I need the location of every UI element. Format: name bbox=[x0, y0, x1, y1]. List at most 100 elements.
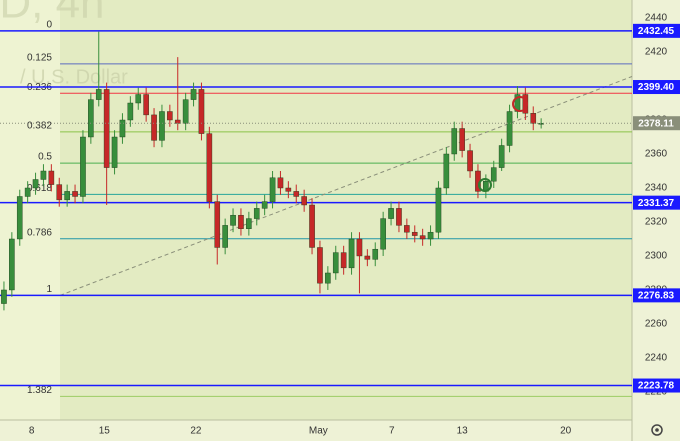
candle-body bbox=[467, 150, 473, 172]
candle-body bbox=[388, 208, 394, 219]
price-tag-label: 2223.78 bbox=[638, 381, 675, 392]
candle-body bbox=[151, 114, 157, 141]
plot-bg bbox=[0, 0, 632, 420]
price-tag bbox=[633, 23, 680, 38]
x-tick-label: 22 bbox=[190, 426, 202, 437]
y-tick-label: 2300 bbox=[645, 251, 668, 262]
candle-body bbox=[348, 238, 355, 269]
watermark-sub: / U.S. Dollar bbox=[20, 66, 128, 88]
candle-body bbox=[435, 187, 442, 233]
y-tick-label: 2320 bbox=[645, 217, 668, 228]
candle-body bbox=[95, 89, 102, 100]
candle-body bbox=[182, 99, 189, 124]
candle-body bbox=[198, 89, 205, 134]
fib-label: 0 bbox=[46, 19, 52, 30]
candle-body bbox=[293, 191, 300, 197]
candle-body bbox=[332, 252, 339, 274]
candle-body bbox=[32, 179, 39, 189]
candle-body bbox=[103, 89, 110, 168]
candle-body bbox=[404, 225, 410, 233]
x-axis-bg bbox=[0, 420, 632, 441]
candle-body bbox=[506, 111, 513, 146]
x-tick-label: 15 bbox=[99, 426, 111, 437]
fib-label: 0.618 bbox=[27, 183, 52, 194]
candle-body bbox=[214, 201, 221, 248]
candle-body bbox=[419, 235, 426, 240]
settings-icon[interactable] bbox=[651, 424, 663, 436]
candle-body bbox=[119, 119, 126, 138]
candle-body bbox=[301, 196, 307, 206]
y-tick-label: 2340 bbox=[645, 183, 668, 194]
candle-body bbox=[88, 99, 94, 138]
candle-body bbox=[111, 136, 118, 168]
fib-label: 0.125 bbox=[27, 53, 52, 64]
fib-label: 1 bbox=[46, 284, 52, 295]
candle-body bbox=[498, 145, 505, 168]
candle-body bbox=[459, 128, 465, 151]
candle-body bbox=[190, 89, 197, 100]
y-tick-label: 2360 bbox=[645, 149, 668, 160]
candle-body bbox=[427, 231, 434, 240]
candle-body bbox=[538, 123, 544, 125]
candle-body bbox=[1, 289, 7, 304]
x-tick-label: May bbox=[309, 426, 328, 437]
candle-body bbox=[167, 111, 173, 121]
candle-body bbox=[206, 133, 213, 202]
candle-body bbox=[48, 170, 55, 185]
fib-label: 0.5 bbox=[38, 152, 52, 163]
fib-label: 0.786 bbox=[27, 227, 52, 238]
x-tick-label: 20 bbox=[560, 426, 572, 437]
candle-body bbox=[372, 248, 379, 260]
y-tick-label: 2240 bbox=[645, 353, 668, 364]
candle-body bbox=[40, 170, 47, 180]
candle-body bbox=[16, 196, 23, 240]
candle-body bbox=[340, 252, 347, 269]
candle-body bbox=[364, 255, 371, 260]
candle-body bbox=[24, 187, 31, 197]
candle-body bbox=[80, 136, 86, 197]
candle-body bbox=[396, 208, 402, 226]
candle-body bbox=[451, 128, 458, 155]
candle-body bbox=[317, 247, 323, 284]
candle-body bbox=[56, 184, 63, 201]
price-tag bbox=[633, 288, 680, 303]
candle-body bbox=[356, 238, 363, 257]
price-tag-label: 2276.83 bbox=[638, 291, 675, 302]
candle-body bbox=[159, 111, 165, 141]
candle-body bbox=[261, 201, 268, 209]
fib-label: 0.382 bbox=[27, 121, 52, 132]
candle-body bbox=[253, 208, 260, 219]
candle-body bbox=[9, 238, 15, 291]
last-price-tag bbox=[633, 116, 680, 131]
candle-body bbox=[309, 204, 315, 248]
candle-body bbox=[135, 94, 142, 104]
plot-bg-left bbox=[0, 0, 60, 420]
x-tick-label: 8 bbox=[29, 426, 35, 437]
candle-body bbox=[285, 187, 292, 192]
price-tag bbox=[633, 80, 680, 95]
y-tick-label: 2440 bbox=[645, 13, 668, 24]
candle-body bbox=[325, 272, 331, 284]
candle-body bbox=[230, 214, 236, 226]
marker-circle bbox=[478, 178, 492, 192]
price-tag-label: 2399.40 bbox=[638, 82, 675, 93]
candle-body bbox=[411, 231, 418, 236]
y-axis-bg bbox=[632, 0, 680, 441]
x-tick-label: 7 bbox=[389, 426, 395, 437]
candle-body bbox=[269, 177, 276, 202]
fib-label: 1.382 bbox=[27, 385, 52, 396]
price-tag bbox=[633, 378, 680, 393]
candle-body bbox=[530, 113, 537, 124]
candle-body bbox=[238, 214, 244, 229]
y-tick-label: 2260 bbox=[645, 319, 668, 330]
candle-body bbox=[277, 177, 284, 189]
marker-circle bbox=[512, 96, 528, 112]
price-tag-label: 2432.45 bbox=[638, 26, 675, 37]
candle-body bbox=[443, 153, 450, 189]
candle-body bbox=[72, 191, 78, 197]
price-tag bbox=[633, 195, 680, 210]
candle-body bbox=[64, 191, 70, 201]
